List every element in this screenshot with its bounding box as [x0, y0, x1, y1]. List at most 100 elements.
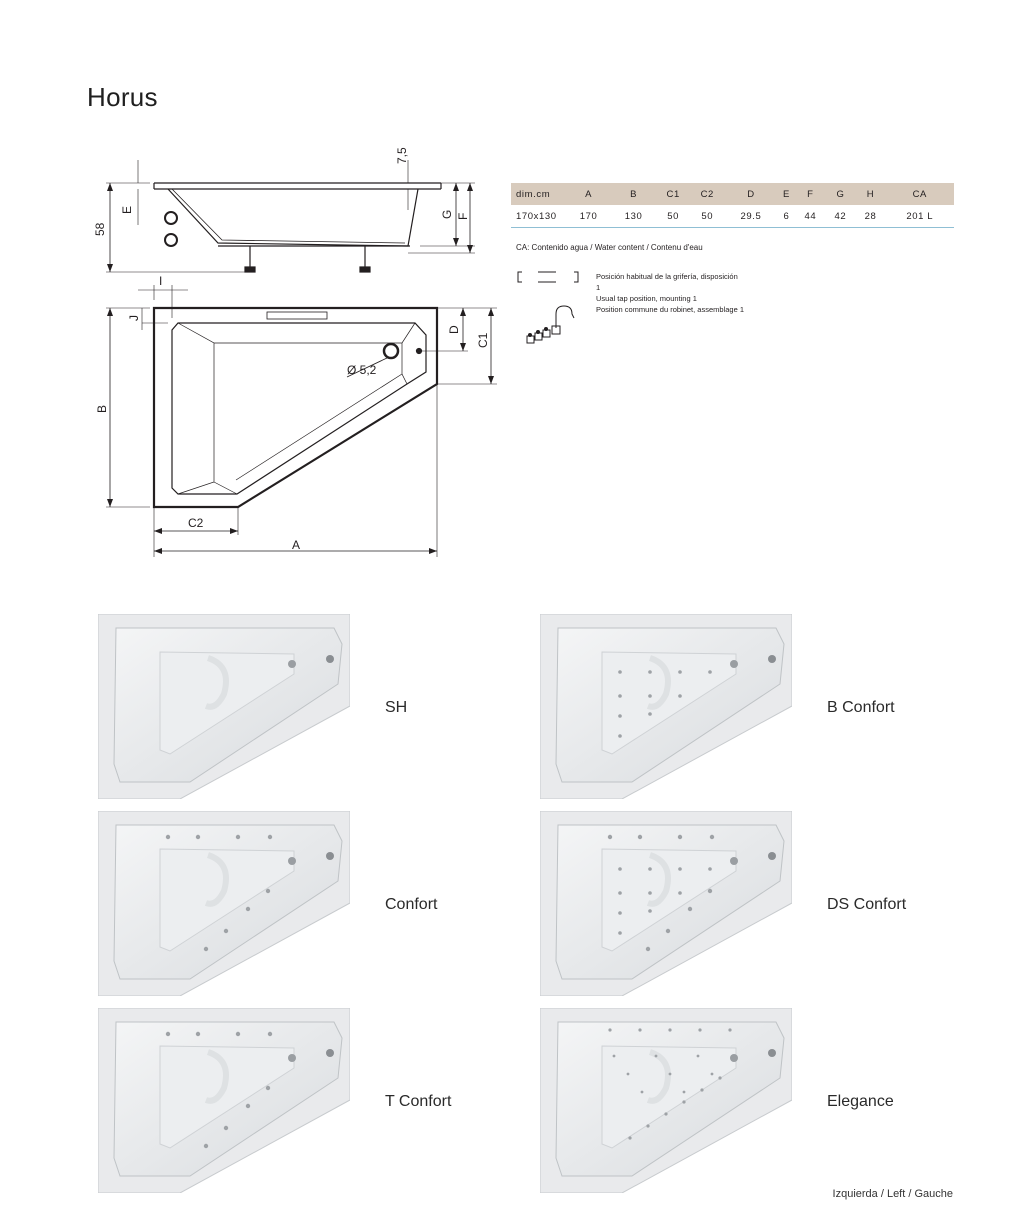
- table-cell: 201 L: [885, 205, 954, 228]
- dimensions-table: dim.cm A B C1 C2 D E F G H CA 170x130 17…: [511, 183, 954, 228]
- jet-icon: [637, 834, 643, 840]
- jet-icon: [235, 834, 241, 840]
- jet-icon: [267, 834, 273, 840]
- product-title: Horus: [87, 82, 158, 112]
- bathtub-render: [98, 614, 350, 799]
- tap-position-icon: [517, 271, 579, 344]
- jet-icon: [618, 670, 622, 674]
- jet-icon: [710, 1072, 714, 1076]
- jet-icon: [646, 1124, 650, 1128]
- jet-icon: [612, 1054, 616, 1058]
- jet-icon: [618, 714, 622, 718]
- jet-icon: [709, 834, 715, 840]
- jet-icon: [203, 1143, 209, 1149]
- table-header-row: dim.cm A B C1 C2 D E F G H CA: [511, 183, 954, 205]
- jet-icon: [223, 928, 229, 934]
- top-view-basin: [171, 322, 427, 495]
- table-cell: 50: [690, 205, 725, 228]
- dim-label-B: B: [95, 405, 109, 413]
- jet-icon: [664, 1112, 668, 1116]
- jet-icon: [678, 891, 682, 895]
- bathtub-photo-t-confort: [98, 1008, 350, 1193]
- bathtub-render: [98, 811, 350, 996]
- dim-label-7-5: 7,5: [395, 147, 409, 164]
- jet-icon: [195, 1031, 201, 1037]
- table-row: 170x130 170 130 50 50 29.5 6 44 42 28 20…: [511, 205, 954, 228]
- jet-icon: [618, 694, 622, 698]
- jet-icon: [645, 946, 651, 952]
- jet-icon: [607, 834, 613, 840]
- bathtub-photo-sh: [98, 614, 350, 799]
- jet-icon: [265, 888, 271, 894]
- jet-icon: [648, 867, 652, 871]
- bathtub-render: [540, 614, 792, 799]
- jet-icon: [235, 1031, 241, 1037]
- table-cell: 6: [777, 205, 796, 228]
- bathtub-photo-elegance: [540, 1008, 792, 1193]
- jet-icon: [618, 911, 622, 915]
- dim-label-C2: C2: [188, 516, 204, 530]
- table-cell: 42: [825, 205, 856, 228]
- jet-icon: [165, 1031, 171, 1037]
- model-label-ds-confort: DS Confort: [827, 896, 907, 913]
- bathtub-render: [98, 1008, 350, 1193]
- table-cell: 130: [611, 205, 657, 228]
- bathtub-photo-confort: [98, 811, 350, 996]
- jet-icon: [245, 906, 251, 912]
- dim-label-58: 58: [93, 222, 107, 236]
- technical-drawing: 7,5 58 E G F I J D C1 B C2 A Ø 5,2: [93, 147, 497, 557]
- tap-position-line: 1: [596, 283, 601, 292]
- jet-icon: [223, 1125, 229, 1131]
- bathtub-render: [540, 811, 792, 996]
- table-header: E: [777, 183, 796, 205]
- jet-icon: [618, 891, 622, 895]
- water-content-note: CA: Contenido agua / Water content / Con…: [516, 243, 703, 252]
- table-cell: 170: [566, 205, 612, 228]
- jet-icon: [654, 1054, 658, 1058]
- jet-icon: [687, 906, 693, 912]
- jet-icon: [682, 1090, 686, 1094]
- jet-icon: [678, 694, 682, 698]
- jet-icon: [203, 946, 209, 952]
- jet-icon: [618, 734, 622, 738]
- dim-label-F: F: [456, 213, 470, 220]
- tap-position-line: Position commune du robinet, assemblage …: [596, 305, 745, 314]
- jet-icon: [708, 670, 712, 674]
- jet-icon: [707, 888, 713, 894]
- dim-label-A: A: [292, 538, 300, 552]
- jet-icon: [618, 931, 622, 935]
- dim-label-I: I: [159, 274, 162, 288]
- table-cell: 170x130: [511, 205, 566, 228]
- table-header: C1: [656, 183, 691, 205]
- jet-icon: [677, 834, 683, 840]
- bathtub-render: [540, 1008, 792, 1193]
- jet-icon: [648, 909, 652, 913]
- jet-icon: [648, 891, 652, 895]
- jet-icon: [718, 1076, 722, 1080]
- jet-icon: [708, 867, 712, 871]
- jet-icon: [648, 670, 652, 674]
- jet-icon: [626, 1072, 630, 1076]
- jet-icon: [245, 1103, 251, 1109]
- jet-icon: [728, 1028, 732, 1032]
- jet-icon: [682, 1100, 686, 1104]
- jet-icon: [618, 867, 622, 871]
- table-cell: 29.5: [724, 205, 778, 228]
- jet-icon: [265, 1085, 271, 1091]
- bathtub-photo-b-confort: [540, 614, 792, 799]
- jet-icon: [267, 1031, 273, 1037]
- jet-icon: [700, 1088, 704, 1092]
- orientation-note: Izquierda / Left / Gauche: [832, 1188, 953, 1200]
- jet-icon: [638, 1028, 642, 1032]
- jet-icon: [668, 1028, 672, 1032]
- table-header: C2: [690, 183, 725, 205]
- dim-label-J: J: [127, 315, 141, 321]
- table-header: F: [795, 183, 826, 205]
- jet-icon: [648, 694, 652, 698]
- table-header: G: [825, 183, 856, 205]
- dim-label-G: G: [440, 210, 454, 219]
- table-header: B: [611, 183, 657, 205]
- jet-icon: [696, 1054, 700, 1058]
- model-label-sh: SH: [385, 699, 408, 716]
- table-header: dim.cm: [511, 183, 566, 205]
